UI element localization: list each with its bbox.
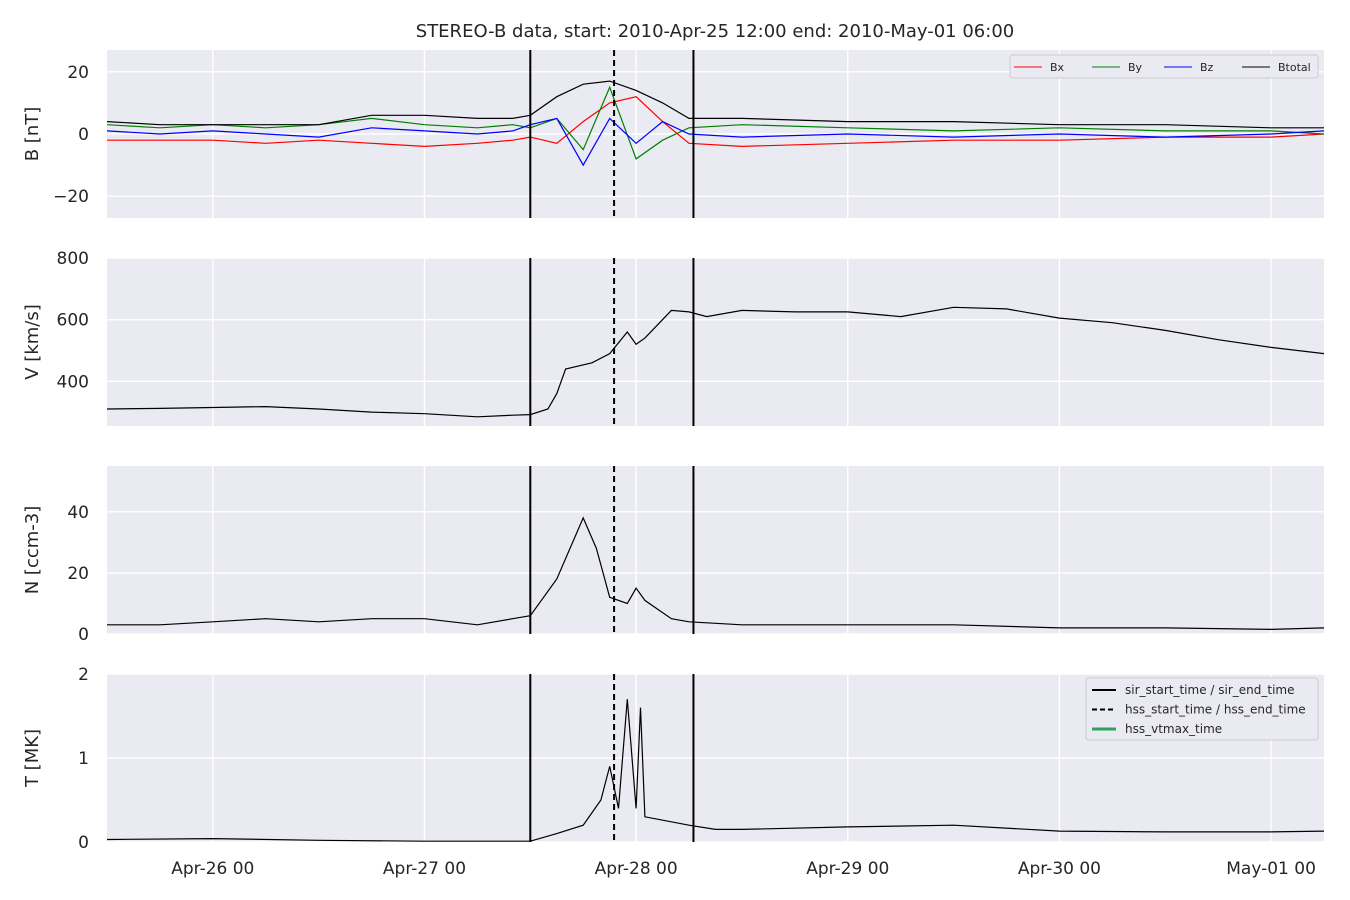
x-tick-label: May-01 00 bbox=[1226, 859, 1316, 879]
y-tick-label: 20 bbox=[67, 63, 89, 83]
chart-title: STEREO-B data, start: 2010-Apr-25 12:00 … bbox=[416, 21, 1014, 42]
legend-label: Bx bbox=[1050, 61, 1065, 74]
legend-label: sir_start_time / sir_end_time bbox=[1125, 683, 1295, 697]
legend-box bbox=[1085, 677, 1319, 741]
y-axis-label: T [MK] bbox=[22, 729, 43, 788]
y-tick-label: 1 bbox=[78, 749, 89, 769]
panel-V: 400 600 800 V [km/s] bbox=[22, 249, 1324, 426]
series-line bbox=[107, 516, 1324, 631]
y-tick-label: 20 bbox=[67, 564, 89, 584]
series-line-by bbox=[107, 85, 1324, 160]
x-tick-label: Apr-29 00 bbox=[806, 859, 889, 879]
y-tick-label: 0 bbox=[78, 833, 89, 853]
y-tick-label: 2 bbox=[78, 665, 89, 685]
legend-b: Bx By Bz Btotal bbox=[1009, 54, 1319, 79]
legend-label: hss_vtmax_time bbox=[1125, 722, 1222, 736]
y-tick-label: 400 bbox=[57, 372, 89, 392]
legend-label: By bbox=[1128, 61, 1143, 74]
plot-area bbox=[107, 466, 1324, 634]
legend-label: hss_start_time / hss_end_time bbox=[1125, 703, 1306, 717]
panel-N: 0 20 40 N [ccm-3] bbox=[22, 466, 1324, 645]
y-tick-label: 800 bbox=[57, 249, 89, 269]
y-tick-label: −20 bbox=[53, 187, 89, 207]
panel-B: −20 0 20 B [nT] Bx By Bz Btotal bbox=[22, 50, 1324, 218]
y-axis-label: V [km/s] bbox=[22, 304, 43, 379]
y-tick-label: 0 bbox=[78, 125, 89, 145]
legend-label: Btotal bbox=[1278, 61, 1311, 74]
series-line-bx bbox=[107, 96, 1324, 148]
y-tick-label: 0 bbox=[78, 625, 89, 645]
plot-area bbox=[107, 258, 1324, 426]
legend-label: Bz bbox=[1200, 61, 1214, 74]
x-tick-label: Apr-26 00 bbox=[171, 859, 254, 879]
x-tick-label: Apr-27 00 bbox=[383, 859, 466, 879]
y-axis-label: N [ccm-3] bbox=[22, 506, 43, 595]
series-line bbox=[107, 306, 1324, 418]
series-line bbox=[107, 699, 1324, 842]
y-axis-label: B [nT] bbox=[22, 107, 43, 162]
legend-t: sir_start_time / sir_end_time hss_start_t… bbox=[1085, 677, 1319, 741]
x-tick-label: Apr-28 00 bbox=[595, 859, 678, 879]
y-tick-label: 40 bbox=[67, 503, 89, 523]
y-tick-label: 600 bbox=[57, 311, 89, 331]
series-line-bz bbox=[107, 117, 1324, 167]
series-line-btotal bbox=[107, 80, 1324, 129]
x-tick-label: Apr-30 00 bbox=[1018, 859, 1101, 879]
panel-T: 0 1 2 T [MK] sir_start_time / sir_end_timehs… bbox=[22, 665, 1324, 879]
